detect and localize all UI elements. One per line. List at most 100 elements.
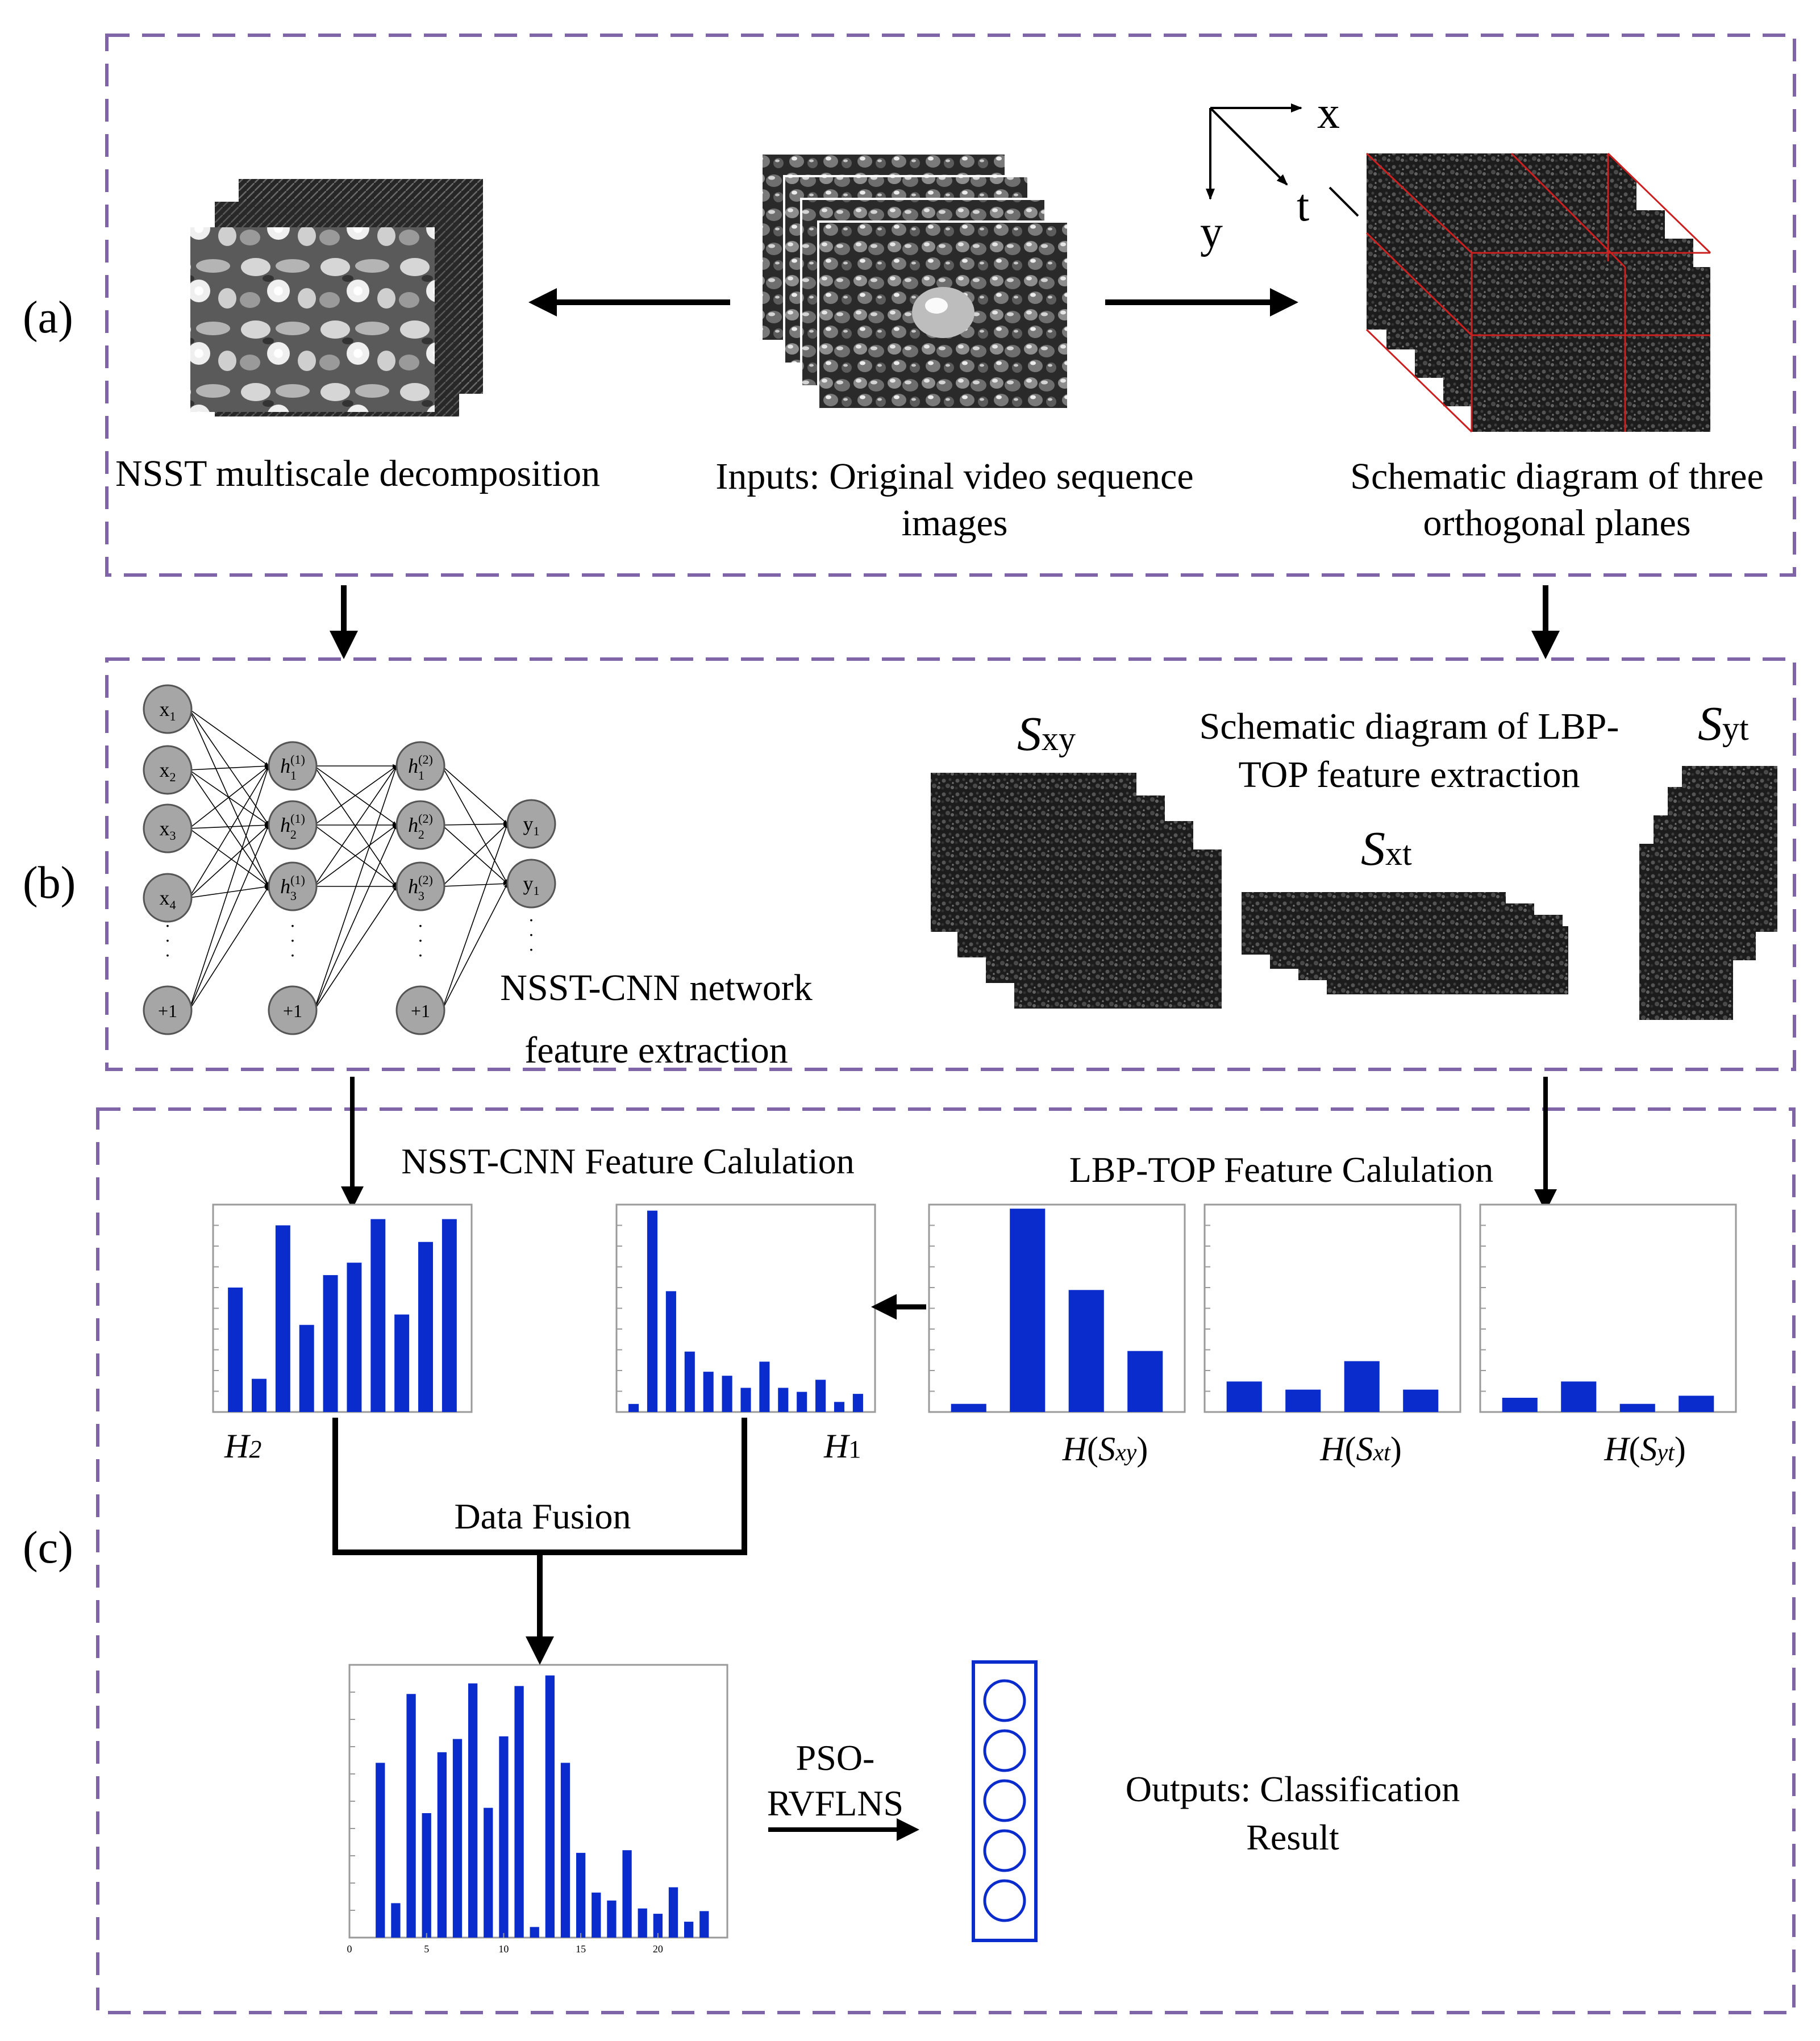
network-edge (442, 824, 508, 884)
bar (422, 1813, 431, 1938)
panel-c-frame (96, 1107, 1796, 2014)
bar (622, 1850, 632, 1938)
bar (499, 1736, 509, 1938)
network-edge (314, 765, 397, 887)
bar (647, 1210, 658, 1412)
hidden2-node: h(2) 1 (395, 741, 445, 791)
bar (815, 1380, 826, 1412)
bar (797, 1392, 807, 1412)
bar (684, 1922, 694, 1938)
chart-h1 (615, 1203, 876, 1413)
bar (722, 1376, 732, 1412)
ellipsis-dot: · (165, 945, 171, 965)
bias-label: +1 (158, 1001, 177, 1021)
bar (1285, 1389, 1321, 1412)
pso-label-line2: RVFLNS (767, 1783, 903, 1823)
bar (1619, 1403, 1655, 1412)
ellipsis-dot: · (290, 945, 296, 965)
ellipsis-dot: · (290, 915, 296, 936)
bar (576, 1852, 586, 1938)
bias-node: +1 (395, 985, 445, 1035)
plane-sxy-label: Sxy (1017, 706, 1076, 761)
network-edge (314, 765, 397, 1011)
output-neuron (983, 1779, 1026, 1822)
network-edge (189, 765, 269, 898)
bar (1502, 1397, 1538, 1412)
x-tick-label: 20 (653, 1943, 663, 1955)
bar (514, 1686, 524, 1938)
bar (852, 1394, 863, 1412)
output-layer-box (972, 1660, 1038, 1942)
bar (1010, 1209, 1046, 1412)
bar (684, 1351, 695, 1412)
bar (759, 1361, 770, 1412)
bar (391, 1903, 401, 1938)
lbp-caption-line1: Schematic diagram of LBP- (1200, 706, 1619, 747)
bar (406, 1694, 416, 1938)
network-nodes: x1 x2 x3 x4 h(1) 1 h(1) 2 h(1) 3 h(2) 1 h(2) 2 h(2) 3 y1… (143, 684, 556, 1035)
svg-text:h(1)1: h(1) 1 (280, 752, 305, 782)
input-caption-line2: images (902, 502, 1008, 544)
planes-caption-line2: orthogonal planes (1423, 502, 1690, 544)
chart-h-sxy (928, 1203, 1186, 1413)
plane-sxt-label: Sxt (1361, 821, 1412, 876)
output-neuron (983, 1879, 1026, 1922)
bar (560, 1763, 570, 1938)
bar (484, 1807, 493, 1938)
network-edge (189, 709, 269, 826)
hidden2-node: h(2) 3 (395, 861, 445, 911)
h1-label: H1 (823, 1427, 861, 1465)
plane-sxt (1242, 892, 1568, 994)
network-caption-line2: feature extraction (524, 1030, 788, 1071)
hidden1-node: h(1) 3 (268, 861, 318, 911)
h2-label: H2 (224, 1427, 261, 1465)
output-node: y1 (506, 799, 556, 849)
output-neuron (983, 1729, 1026, 1772)
input-node: x2 (143, 745, 193, 795)
plane-sxy (931, 773, 1222, 1009)
output-nodes (983, 1679, 1026, 1922)
network-edge (189, 828, 269, 887)
network-edge (442, 765, 508, 824)
svg-text:x3: x3 (160, 817, 176, 843)
bar (1403, 1389, 1439, 1412)
network-edge (189, 709, 269, 767)
network-edge (314, 886, 397, 1011)
panel-a-label: (a) (23, 293, 73, 343)
chart-fused: 0 5 10 15 20 (347, 1664, 728, 1955)
bar (1068, 1290, 1104, 1412)
bar (1679, 1396, 1714, 1412)
network-edge (189, 769, 269, 887)
nsst-image-stack (190, 179, 483, 416)
network-edges (189, 709, 508, 1011)
x-tick-label: 15 (576, 1943, 586, 1955)
ellipsis-dot: · (290, 930, 296, 951)
panel-b-frame (105, 657, 1796, 1071)
axis-y-label: y (1200, 207, 1223, 257)
input-node: x4 (143, 873, 193, 923)
network-edge (442, 883, 508, 1011)
x-tick-label: 10 (498, 1943, 509, 1955)
planes-caption-line1: Schematic diagram of three (1350, 456, 1764, 497)
bar (638, 1908, 647, 1938)
ellipsis-dot: · (528, 924, 535, 945)
bar (530, 1927, 539, 1938)
bar (592, 1892, 601, 1938)
bar (1561, 1381, 1597, 1412)
bias-node: +1 (143, 985, 193, 1035)
data-fusion-label: Data Fusion (454, 1496, 631, 1536)
bar (951, 1403, 986, 1412)
input-caption-line1: Inputs: Original video sequence (715, 456, 1193, 497)
xyt-axes (1206, 103, 1359, 217)
panel-b-label: (b) (23, 858, 76, 908)
hidden1-node: h(1) 2 (268, 800, 318, 850)
network-edge (189, 824, 269, 1011)
bar (442, 1219, 457, 1412)
axis-t-label: t (1297, 181, 1309, 231)
panel-a-frame (105, 34, 1796, 577)
bar (468, 1683, 478, 1938)
output-neuron (983, 1829, 1026, 1872)
h-syt-label: H(Syt) (1604, 1430, 1686, 1468)
ellipsis-dot: · (418, 945, 424, 965)
